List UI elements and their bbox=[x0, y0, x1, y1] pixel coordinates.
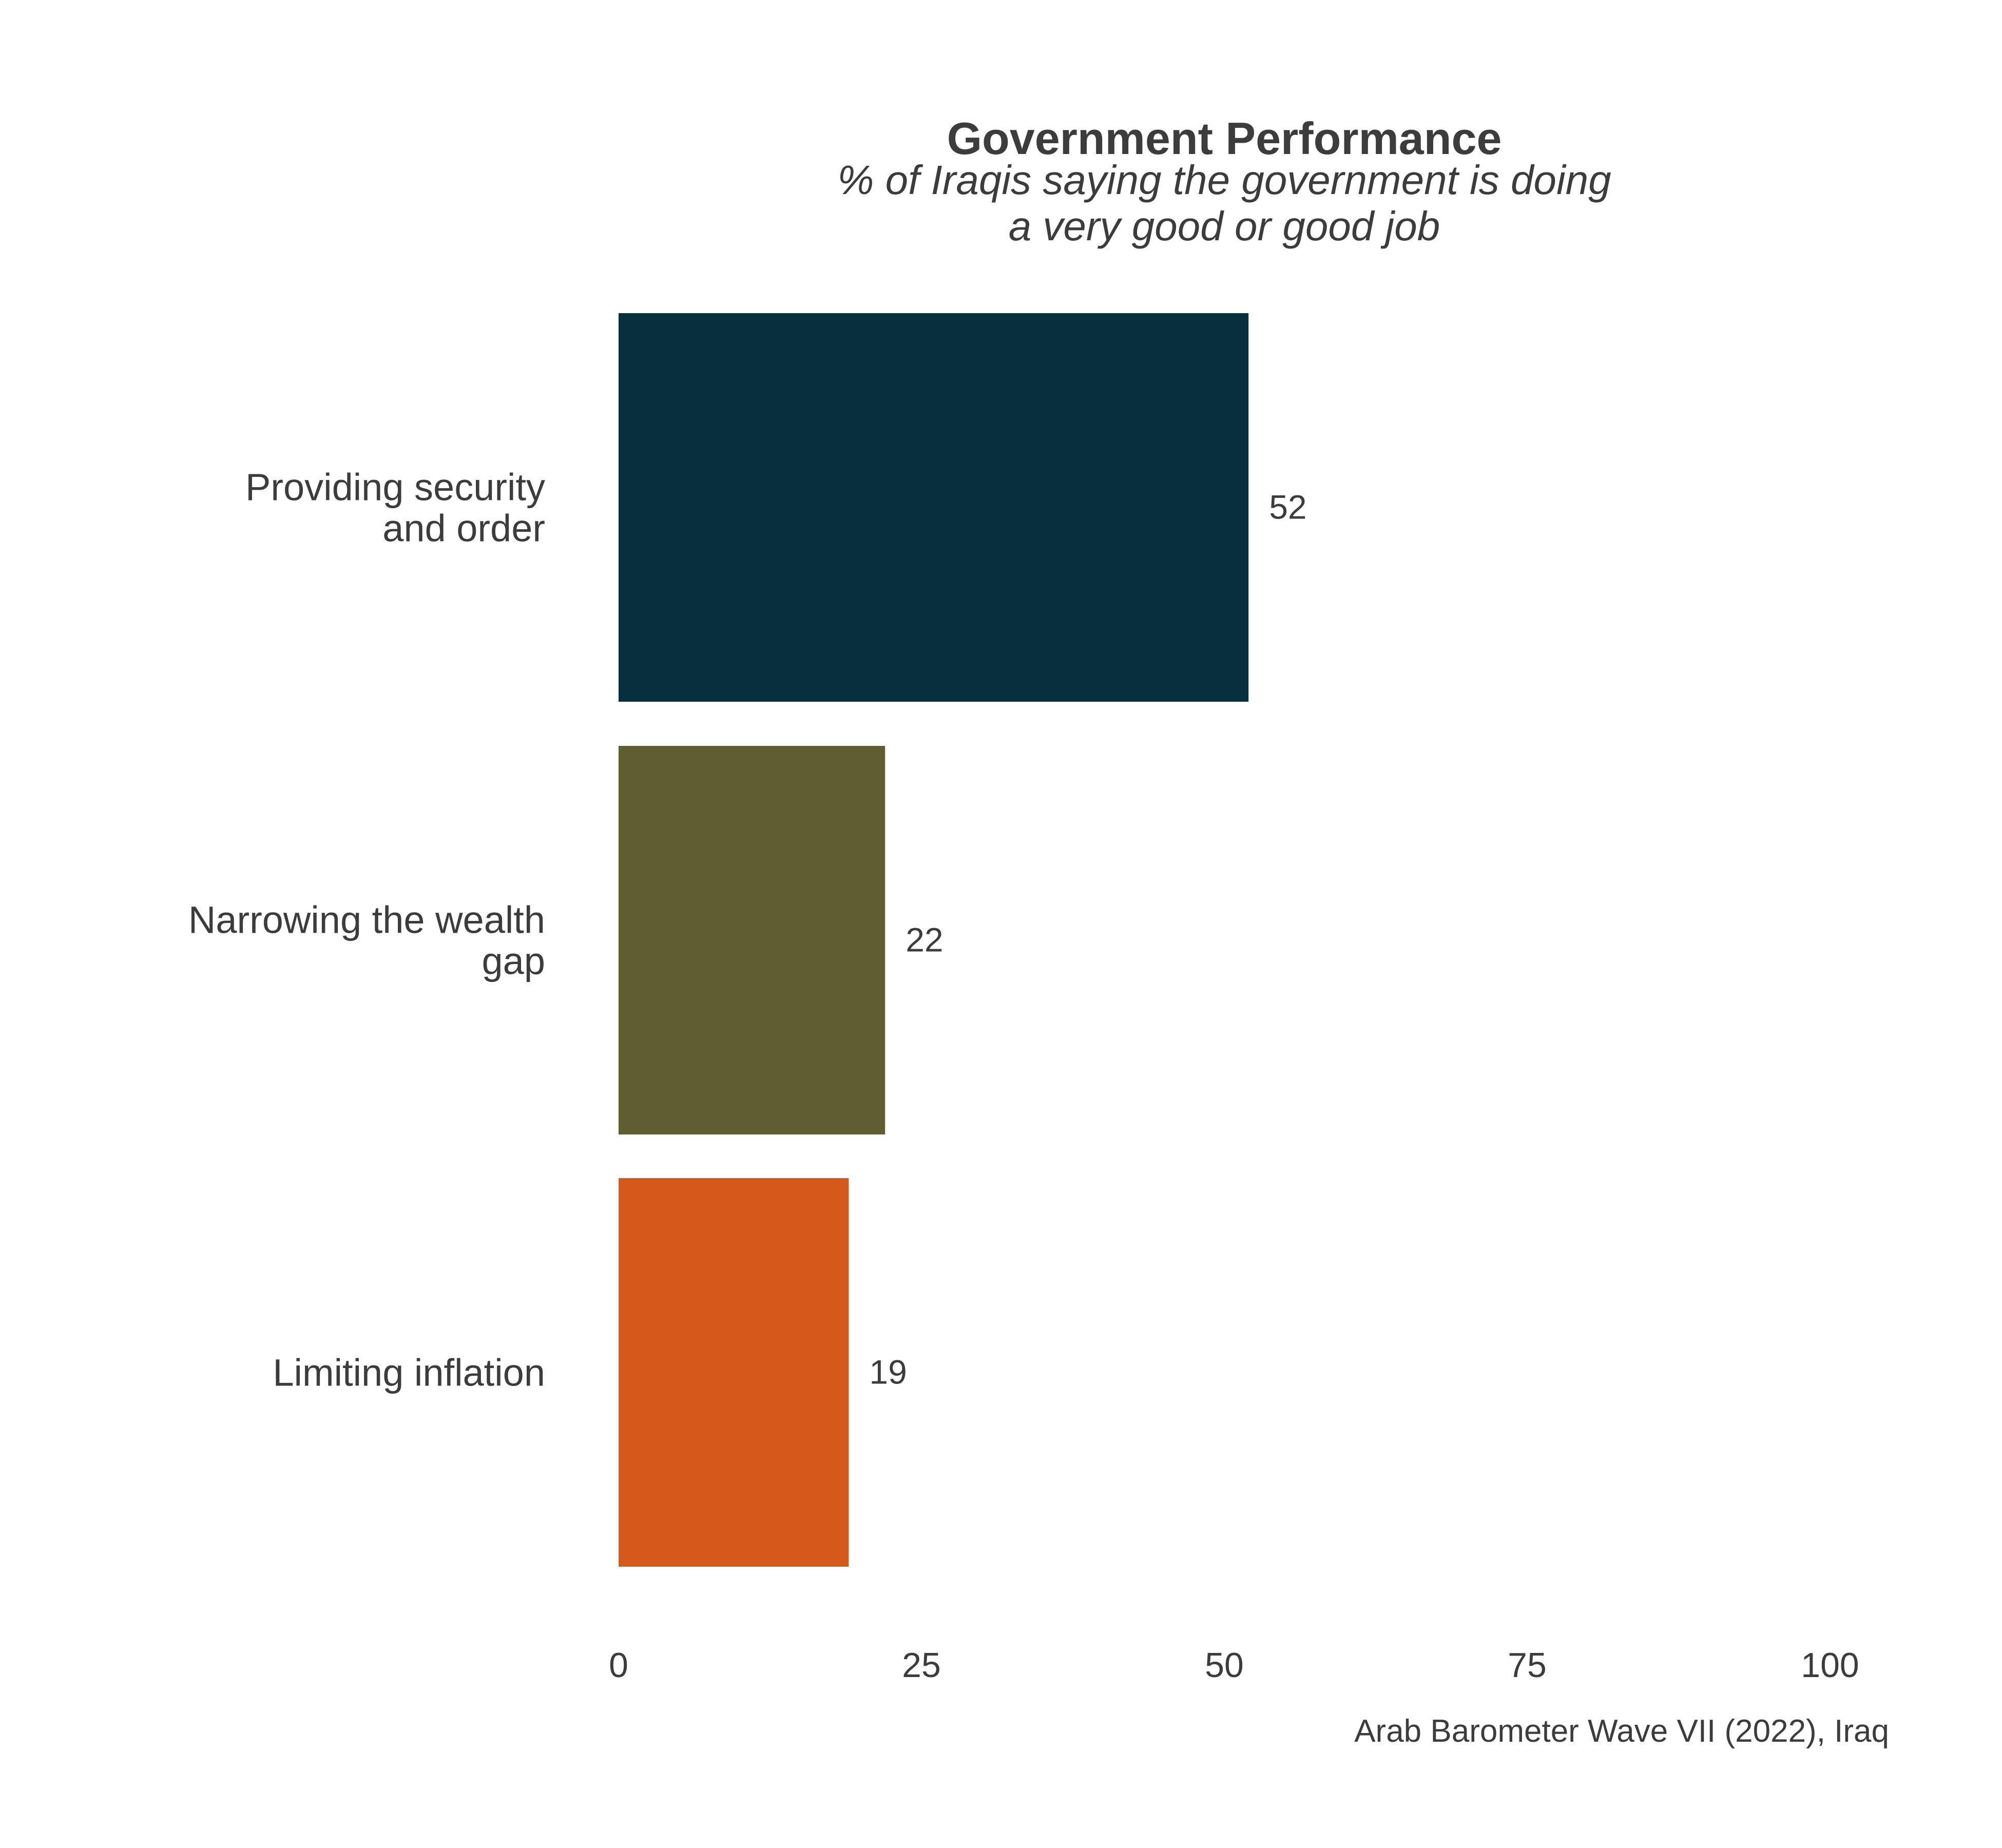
bar-1 bbox=[619, 313, 1249, 702]
chart-subtitle-line-1: % of Iraqis saying the government is doi… bbox=[837, 157, 1611, 203]
category-label-1-line-1: Providing security bbox=[245, 466, 545, 509]
value-label-3: 19 bbox=[869, 1353, 907, 1391]
category-label-2-line-2: gap bbox=[482, 940, 545, 983]
x-tick-label-100: 100 bbox=[1801, 1646, 1859, 1685]
x-tick-label-75: 75 bbox=[1508, 1646, 1547, 1685]
x-axis: 0 25 50 75 100 bbox=[609, 1646, 1859, 1685]
x-tick-label-25: 25 bbox=[902, 1646, 941, 1685]
category-label-1-line-2: and order bbox=[382, 507, 545, 550]
value-label-2: 22 bbox=[906, 921, 943, 959]
chart-title-group: Government Performance % of Iraqis sayin… bbox=[837, 113, 1611, 249]
bar-3 bbox=[619, 1178, 849, 1567]
bars-group bbox=[619, 313, 1249, 1567]
chart-title: Government Performance bbox=[947, 113, 1502, 164]
category-label-2-line-1: Narrowing the wealth bbox=[188, 899, 545, 941]
x-tick-label-50: 50 bbox=[1205, 1646, 1244, 1685]
x-tick-label-0: 0 bbox=[609, 1646, 628, 1685]
bar-2 bbox=[619, 746, 886, 1134]
value-label-1: 52 bbox=[1269, 488, 1306, 526]
category-label-3-line-1: Limiting inflation bbox=[273, 1352, 545, 1394]
value-labels-group: 52 22 19 bbox=[869, 488, 1306, 1391]
chart-subtitle-line-2: a very good or good job bbox=[1009, 203, 1440, 249]
chart-source-caption: Arab Barometer Wave VII (2022), Iraq bbox=[1354, 1714, 1889, 1749]
